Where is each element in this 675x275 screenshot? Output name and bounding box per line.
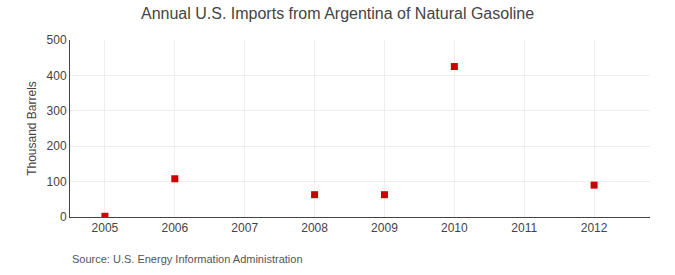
svg-text:2011: 2011 [511,221,537,235]
svg-text:Thousand Barrels: Thousand Barrels [25,81,39,176]
svg-text:2008: 2008 [301,221,328,235]
svg-text:2005: 2005 [92,221,119,235]
svg-text:0: 0 [60,210,67,224]
svg-text:400: 400 [47,69,67,83]
svg-text:500: 500 [47,33,67,47]
svg-text:2010: 2010 [441,221,468,235]
svg-text:2012: 2012 [581,221,608,235]
svg-text:2006: 2006 [161,221,188,235]
svg-text:300: 300 [47,104,67,118]
svg-text:Source: U.S. Energy Informatio: Source: U.S. Energy Information Administ… [72,253,303,265]
svg-text:2007: 2007 [231,221,258,235]
svg-text:200: 200 [47,139,67,153]
svg-text:2009: 2009 [371,221,398,235]
svg-text:Annual U.S. Imports from Argen: Annual U.S. Imports from Argentina of Na… [141,5,534,22]
svg-text:100: 100 [47,175,67,189]
